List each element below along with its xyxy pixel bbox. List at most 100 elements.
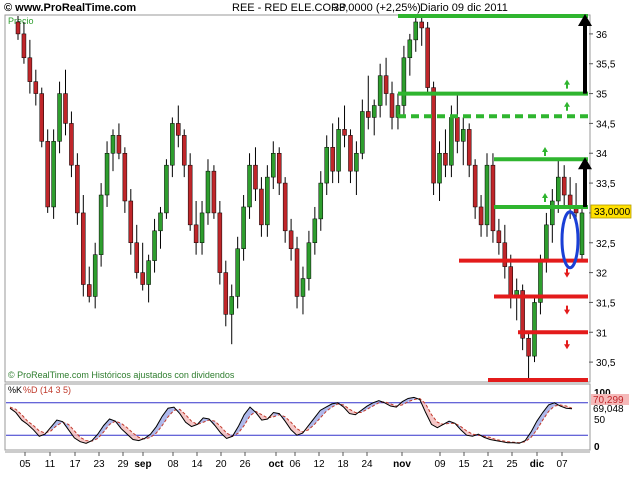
candle-body [276,152,282,184]
candle-body [484,164,490,226]
price-legend: Precio [8,16,34,26]
stoch-fill [97,425,104,439]
stoch-fill [490,437,496,441]
stoch-fill [548,402,555,412]
candle-body [389,93,395,118]
candle-body [33,81,39,94]
candle-body [520,290,525,339]
candle-body [532,302,537,357]
candle-body [407,39,413,59]
candle-body [449,117,454,166]
stoch-fill [33,425,40,437]
price-axis-label: 35,5 [596,60,616,71]
candle-body [187,164,193,226]
price-axis-label: 32 [596,269,608,280]
candle-body [579,212,585,255]
price-axis-label: 36 [596,30,608,41]
stoch-k-value: 69,048 [593,404,624,415]
stoch-fill [367,402,373,410]
down-marker [564,340,570,350]
price-axis-label: 35 [596,90,608,101]
stoch-fill [21,414,28,425]
stoch-fill [39,430,46,437]
candle-body [152,230,157,261]
candle-body [288,230,294,249]
candle-body [401,57,407,106]
x-axis-label: 29 [117,459,129,470]
candle-body [110,135,116,154]
candle-body [21,33,27,59]
last-price-box [590,204,632,219]
candle-body [211,170,217,214]
candle-body [366,111,371,118]
candle-body [205,170,211,214]
stoch-d-box [591,394,629,405]
stoch-fill [466,430,473,437]
up-marker [564,101,570,111]
stoch-fill [168,407,174,417]
stoch-fill [103,419,110,432]
candle-body [508,266,514,297]
x-axis-label: 15 [458,459,470,470]
candle-body [223,272,229,315]
x-axis-label: 21 [482,459,494,470]
stoch-k-line [9,396,573,444]
price-axis-label: 33,5 [596,179,616,190]
candle-body [437,152,442,184]
stoch-fill [431,414,438,428]
stoch-fill [425,403,432,425]
candle-body [45,141,50,208]
x-axis-label: 25 [506,459,518,470]
trend-arrow-head [578,14,592,26]
up-marker [564,79,570,89]
x-axis-label: 20 [215,459,227,470]
candle-body [51,141,56,208]
candle-body [425,27,430,88]
candle-body [413,21,419,41]
price-axis-label: 34 [596,149,608,160]
stoch-axis-label: 0 [594,442,600,453]
stoch-fill [162,408,169,426]
stoch-fill [179,409,186,423]
candle-body [170,123,175,166]
stoch-fill [542,404,549,421]
candle-body [116,135,122,154]
stoch-fill [220,426,227,439]
stoch-fill [531,421,537,438]
stoch-fill [68,424,75,438]
x-axis-label: nov [393,459,411,470]
candle-body [134,242,139,273]
candle-body [360,111,365,154]
candle-body [181,135,187,166]
candle-body [282,182,288,232]
candle-body [561,176,567,196]
candle-body [229,296,234,315]
stoch-fill [156,416,163,434]
candle-body [431,87,436,184]
x-axis-label: 12 [313,459,325,470]
candle-body [544,224,549,261]
candle-body [318,182,324,220]
candle-body [466,129,472,166]
down-marker [564,305,570,315]
stoch-fill [244,407,251,426]
stoch-d-value: 70,299 [593,395,624,406]
candle-body [271,152,276,178]
x-axis-label: dic [530,459,545,470]
candle-body [164,164,169,214]
x-axis-label: 07 [556,459,568,470]
up-marker [542,147,548,157]
stoch-fill [109,419,116,425]
candle-body [556,176,561,202]
stoch-fill [121,423,128,435]
x-axis-label: 11 [45,459,56,470]
candle-body [354,152,359,172]
site-label[interactable]: © www.ProRealTime.com [4,2,136,14]
stoch-fill [296,428,303,436]
candle-body [81,212,86,285]
candle-body [39,93,44,142]
candle-body [342,129,347,136]
candle-body [324,147,329,184]
candle-body [86,284,92,297]
